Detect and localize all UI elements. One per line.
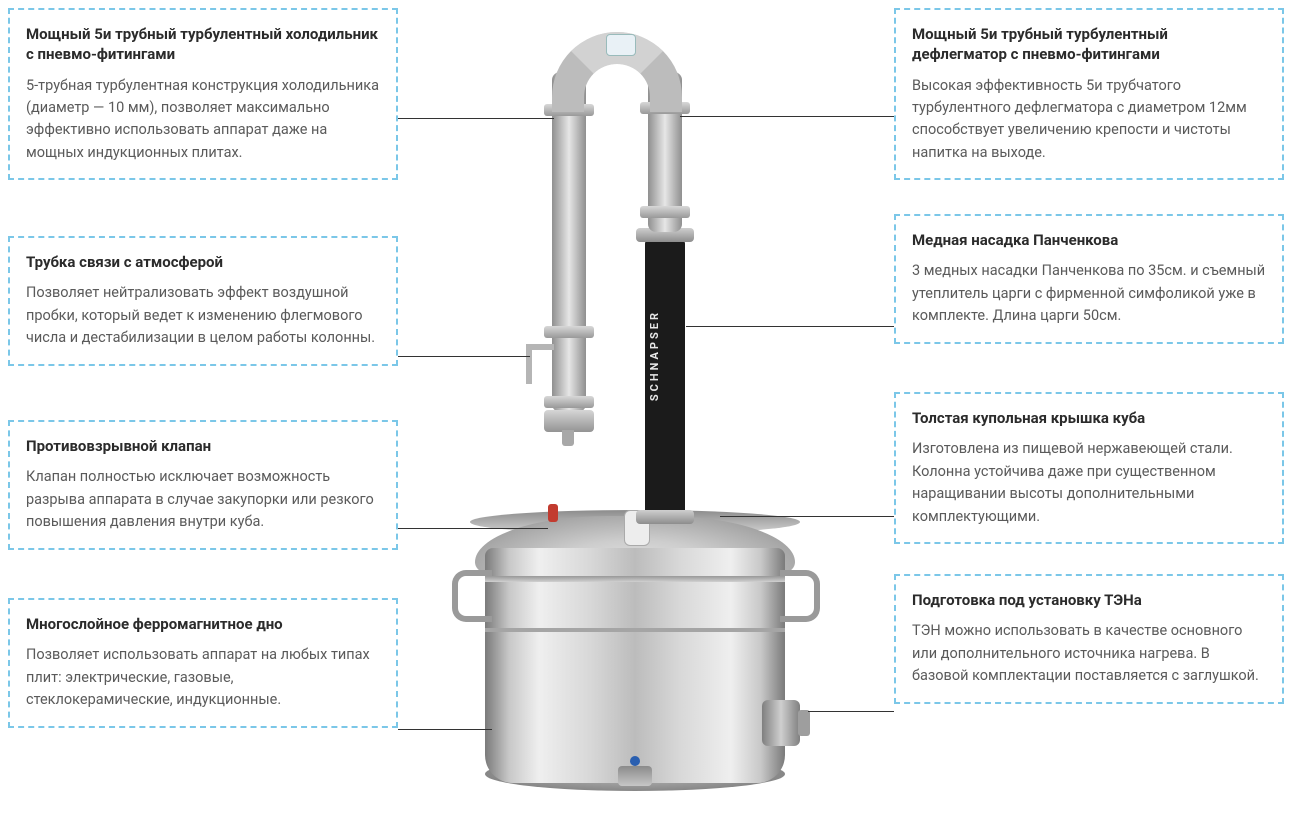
callout-title: Противовзрывной клапан: [26, 436, 380, 456]
top-thermometer: [606, 34, 636, 56]
callout-desc: Позволяет нейтрализовать эффект воздушно…: [26, 282, 380, 349]
leader-ten: [808, 711, 894, 712]
tri-clamp-lower: [636, 510, 694, 524]
callout-title: Мощный 5и трубный турбулентный холодильн…: [26, 24, 380, 65]
safety-valve-cap: [548, 504, 558, 522]
callout-title: Медная насадка Панченкова: [912, 230, 1266, 250]
cooler-fitting-3: [544, 396, 594, 408]
pot-handle-left: [452, 570, 492, 622]
pot-rim: [485, 576, 785, 582]
cooler-outlet: [544, 410, 594, 432]
callout-dephlegmator: Мощный 5и трубный турбулентный дефлегмат…: [894, 8, 1284, 180]
diagram-container: SCHNAPSER Мощный 5и трубный турбулентный…: [0, 0, 1292, 817]
leader-safety-valve: [398, 528, 548, 529]
callout-desc: Высокая эффективность 5и трубчатого турб…: [912, 75, 1266, 165]
callout-desc: 5-трубная турбулентная конструкция холод…: [26, 75, 380, 165]
callout-ten: Подготовка под установку ТЭНа ТЭН можно …: [894, 574, 1284, 704]
brand-label: SCHNAPSER: [648, 310, 682, 401]
callout-title: Толстая купольная крышка куба: [912, 408, 1266, 428]
callout-desc: Изготовлена из пищевой нержавеющей стали…: [912, 438, 1266, 528]
callout-dome-lid: Толстая купольная крышка куба Изготовлен…: [894, 392, 1284, 544]
callout-desc: Клапан полностью исключает возможность р…: [26, 466, 380, 533]
cooler-tube: [552, 72, 586, 412]
callout-title: Подготовка под установку ТЭНа: [912, 590, 1266, 610]
leader-copper-mesh: [686, 326, 894, 327]
leader-ferro-bottom: [398, 729, 492, 730]
leader-cooler: [398, 118, 554, 119]
deph-fitting-lower: [640, 206, 690, 218]
callout-copper-mesh: Медная насадка Панченкова 3 медных насад…: [894, 214, 1284, 344]
callout-cooler: Мощный 5и трубный турбулентный холодильн…: [8, 8, 398, 180]
apparatus-illustration: SCHNAPSER: [430, 10, 840, 810]
ten-port: [762, 700, 800, 746]
callout-title: Трубка связи с атмосферой: [26, 252, 380, 272]
pot-seam: [485, 628, 785, 632]
pot-body: [485, 548, 785, 783]
callout-desc: 3 медных насадки Панченкова по 35см. и с…: [912, 260, 1266, 327]
leader-dephlegmator: [680, 116, 894, 117]
leader-dome-lid: [720, 516, 894, 517]
pot-handle-right: [780, 570, 820, 622]
callout-safety-valve: Противовзрывной клапан Клапан полностью …: [8, 420, 398, 550]
drain-valve: [618, 766, 652, 786]
callout-title: Многослойное ферромагнитное дно: [26, 614, 380, 634]
atm-tube-v: [526, 344, 532, 384]
callout-ferro-bottom: Многослойное ферромагнитное дно Позволяе…: [8, 598, 398, 728]
callout-atm-tube: Трубка связи с атмосферой Позволяет нейт…: [8, 236, 398, 366]
callout-title: Мощный 5и трубный турбулентный дефлегмат…: [912, 24, 1266, 65]
atm-tube-h: [530, 344, 554, 350]
product-spout: [562, 430, 574, 446]
callout-desc: ТЭН можно использовать в качестве основн…: [912, 620, 1266, 687]
callout-desc: Позволяет использовать аппарат на любых …: [26, 644, 380, 711]
leader-atm-tube: [398, 356, 530, 357]
cooler-fitting-2: [544, 326, 594, 338]
